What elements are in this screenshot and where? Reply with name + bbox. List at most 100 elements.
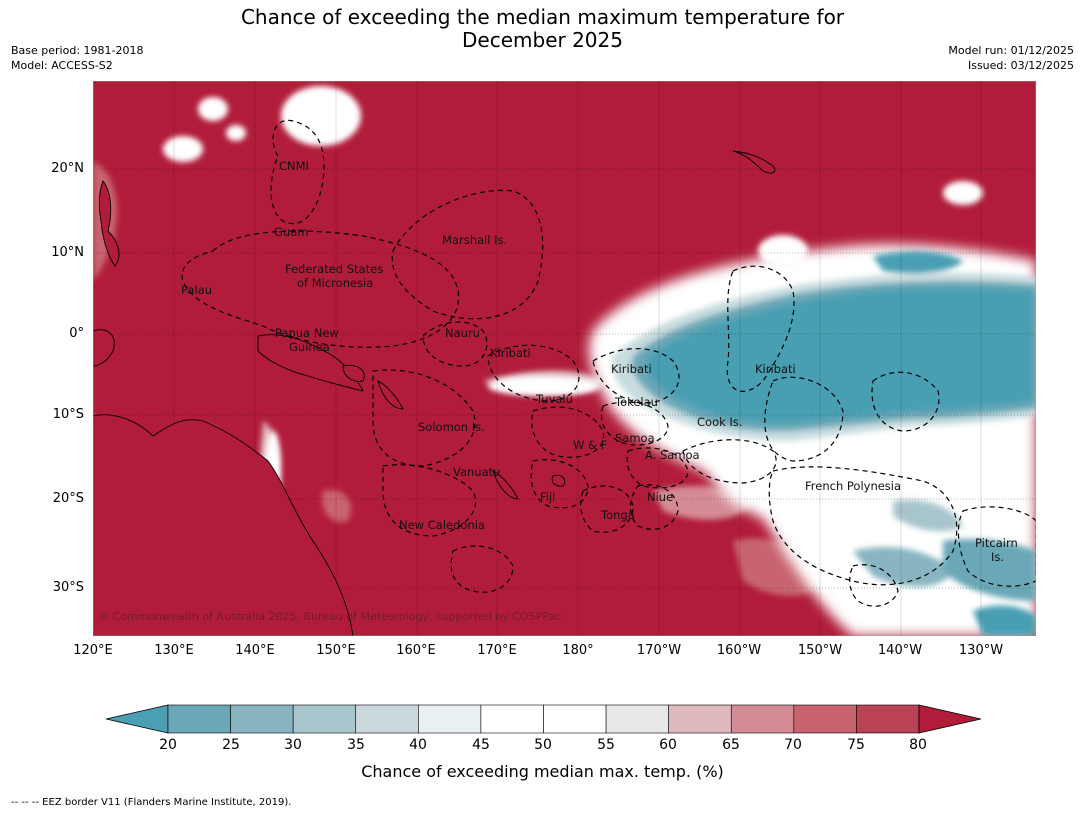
- lon-label-140e: 140°E: [235, 643, 275, 658]
- lat-label-20s: 20°S: [52, 491, 84, 506]
- label-samoa: Samoa: [615, 431, 655, 445]
- colorbar-tick-35: 35: [347, 737, 365, 753]
- base-period: Base period: 1981-2018: [11, 44, 144, 57]
- lat-label-10n: 10°N: [51, 245, 84, 260]
- low-probability-zone: [612, 251, 1036, 636]
- colorbar-tick-65: 65: [722, 737, 740, 753]
- fiji: [551, 474, 566, 487]
- colorbar-segment: [730, 704, 795, 734]
- lon-label-130w: 130°W: [958, 643, 1004, 658]
- label-png-2: Guinea: [289, 340, 330, 354]
- model-run: Model run: 01/12/2025: [948, 44, 1074, 57]
- lat-label-0: 0°: [69, 326, 84, 341]
- new-britain: [342, 364, 365, 382]
- lon-label-150e: 150°E: [316, 643, 356, 658]
- lon-label-170e: 170°E: [477, 643, 517, 658]
- label-fsm-2: of Micronesia: [297, 276, 373, 290]
- issued-date: Issued: 03/12/2025: [967, 59, 1074, 72]
- colorbar-tick-50: 50: [534, 737, 552, 753]
- lon-label-140w: 140°W: [877, 643, 923, 658]
- label-cnmi: CNMI: [279, 159, 309, 173]
- chart-title: Chance of exceeding the median maximum t…: [0, 6, 1085, 52]
- label-niue: Niue: [647, 490, 673, 504]
- model-name: Model: ACCESS-S2: [11, 59, 113, 72]
- label-pitcairn-1: Pitcairn: [975, 536, 1018, 550]
- colorbar-label: Chance of exceeding median max. temp. (%…: [361, 762, 724, 781]
- label-kiribati-east: Kiribati: [755, 362, 796, 376]
- solomons: [377, 380, 404, 410]
- lon-label-150w: 150°W: [797, 643, 843, 658]
- colorbar-segment: [668, 704, 732, 734]
- label-kiribati-central: Kiribati: [611, 362, 652, 376]
- colorbar-extend-low: [105, 704, 169, 734]
- colorbar-segment: [292, 704, 357, 734]
- colorbar-segment: [793, 704, 857, 734]
- coastlines: [93, 150, 776, 636]
- label-tokelau: Tokelau: [614, 395, 658, 409]
- colorbar-tick-40: 40: [409, 737, 427, 753]
- philippines: [98, 180, 120, 267]
- lat-label-30s: 30°S: [52, 580, 84, 595]
- borneo: [93, 329, 115, 367]
- hawaii: [732, 150, 776, 174]
- label-tonga: Tonga: [600, 508, 635, 522]
- region-labels: CNMI Guam Marshall Is. Federated States …: [181, 159, 1018, 564]
- label-kiribati-west: Kiribati: [490, 346, 531, 360]
- lon-label-170w: 170°W: [636, 643, 682, 658]
- lat-label-10s: 10°S: [52, 407, 84, 422]
- meridians: [173, 81, 982, 636]
- colorbar-tick-55: 55: [597, 737, 615, 753]
- colorbar-segment: [355, 704, 419, 734]
- meta-right: Model run: 01/12/2025 Issued: 03/12/2025: [948, 43, 1074, 73]
- lat-label-20n: 20°N: [51, 161, 84, 176]
- label-pitcairn-2: Is.: [991, 550, 1004, 564]
- colorbar-tick-20: 20: [159, 737, 177, 753]
- label-tuvalu: Tuvalu: [535, 392, 573, 406]
- colorbar-tick-70: 70: [784, 737, 802, 753]
- colorbar-segment: [167, 704, 231, 734]
- label-new-caledonia: New Caledonia: [399, 518, 485, 532]
- new-caledonia: [492, 470, 519, 500]
- colorbar-segment: [230, 704, 294, 734]
- label-marshall: Marshall Is.: [442, 233, 507, 247]
- colorbar: [105, 704, 982, 740]
- lon-label-120e: 120°E: [73, 643, 113, 658]
- label-wf: W & F: [573, 438, 607, 452]
- colorbar-tick-60: 60: [659, 737, 677, 753]
- colorbar-segments: [105, 704, 982, 734]
- forecast-map: CNMI Guam Marshall Is. Federated States …: [93, 81, 1036, 636]
- colorbar-tick-30: 30: [284, 737, 302, 753]
- colorbar-tick-45: 45: [472, 737, 490, 753]
- map-svg: CNMI Guam Marshall Is. Federated States …: [93, 81, 1036, 636]
- colorbar-segment: [418, 704, 482, 734]
- label-solomon: Solomon Is.: [418, 420, 485, 434]
- colorbar-segment: [480, 704, 544, 734]
- label-fsm-1: Federated States: [285, 262, 383, 276]
- australia: [93, 414, 354, 636]
- eez-footnote: -- -- -- EEZ border V11 (Flanders Marine…: [11, 797, 292, 808]
- colorbar-svg: [105, 704, 982, 734]
- label-palau: Palau: [181, 283, 212, 297]
- colorbar-tick-25: 25: [222, 737, 240, 753]
- label-png-1: Papua New: [275, 326, 339, 340]
- label-guam: Guam: [274, 225, 308, 239]
- colorbar-tick-80: 80: [909, 737, 927, 753]
- colorbar-segment: [605, 704, 669, 734]
- title-line-1: Chance of exceeding the median maximum t…: [240, 5, 845, 29]
- label-fiji: Fiji: [540, 490, 555, 504]
- colorbar-tick-75: 75: [847, 737, 865, 753]
- neutral-blobs: [163, 86, 983, 511]
- label-french-polynesia: French Polynesia: [805, 479, 901, 493]
- lon-label-130e: 130°E: [154, 643, 194, 658]
- colorbar-extend-high: [918, 704, 982, 734]
- lon-label-180: 180°: [562, 643, 594, 658]
- label-vanuatu: Vanuatu: [453, 465, 500, 479]
- label-cook: Cook Is.: [697, 415, 742, 429]
- eez-borders: [181, 119, 1036, 607]
- lon-label-160e: 160°E: [396, 643, 436, 658]
- copyright-text: © Commonwealth of Australia 2025, Bureau…: [98, 610, 562, 623]
- label-nauru: Nauru: [445, 326, 480, 340]
- new-guinea: [257, 334, 364, 392]
- colorbar-segment: [543, 704, 607, 734]
- colorbar-segment: [856, 704, 920, 734]
